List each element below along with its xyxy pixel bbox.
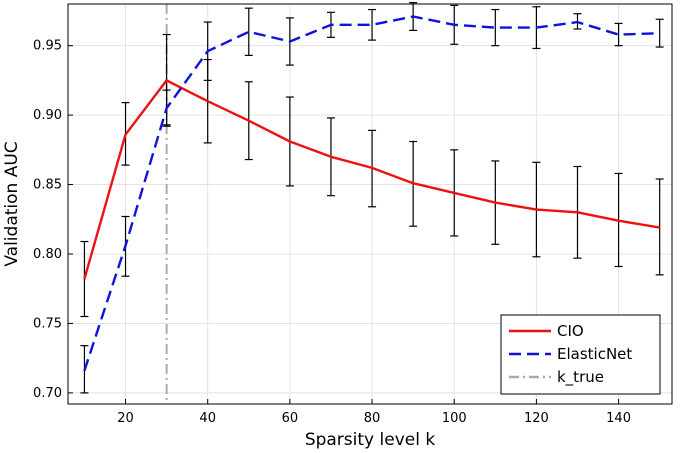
x-tick-label: 100	[442, 411, 467, 426]
x-tick-label: 140	[606, 411, 631, 426]
tick-labels: 20 40 60 80 100 120 140 0.70 0.75 0.80 0.85 0.90 0.9…	[33, 39, 631, 426]
y-tick-label: 0.95	[33, 39, 62, 54]
x-tick-label: 120	[524, 411, 549, 426]
x-tick-label: 40	[199, 411, 216, 426]
cio-line	[83, 79, 660, 280]
y-axis-title: Validation AUC	[2, 141, 22, 266]
x-tick-label: 20	[117, 411, 134, 426]
legend-label-k-true: k_true	[557, 368, 604, 387]
legend: CIO ElasticNet k_true	[500, 314, 661, 395]
legend-label-elasticnet: ElasticNet	[557, 345, 632, 363]
x-axis-title: Sparsity level k	[305, 430, 436, 450]
x-tick-label: 60	[282, 411, 299, 426]
elasticnet-line	[83, 15, 660, 372]
legend-label-cio: CIO	[557, 322, 584, 340]
plot-frame	[67, 3, 673, 405]
series-layer	[80, 2, 664, 394]
y-tick-label: 0.85	[33, 178, 62, 193]
x-tick-label: 80	[364, 411, 381, 426]
y-tick-label: 0.90	[33, 108, 62, 123]
y-tick-label: 0.80	[33, 247, 62, 262]
y-tick-label: 0.70	[33, 386, 62, 401]
y-tick-label: 0.75	[33, 316, 62, 331]
